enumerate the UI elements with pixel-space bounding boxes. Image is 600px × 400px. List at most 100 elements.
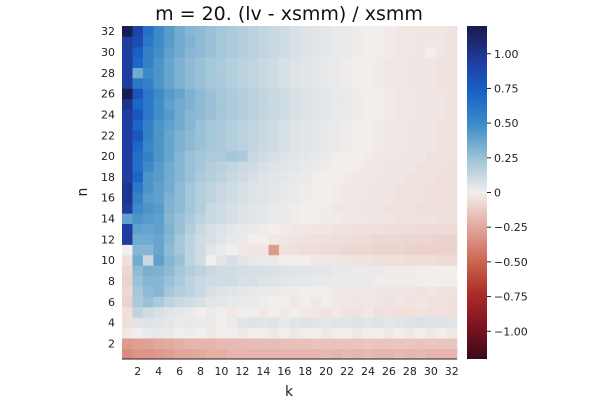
heatmap-cell — [195, 46, 207, 58]
heatmap-cell — [258, 202, 269, 214]
heatmap-cell — [258, 223, 269, 235]
heatmap-cell — [415, 296, 426, 308]
heatmap-cell — [446, 119, 458, 131]
heatmap-cell — [163, 213, 175, 225]
heatmap-cell — [373, 130, 385, 141]
heatmap-cell — [205, 265, 217, 277]
heatmap-cell — [404, 317, 416, 329]
heatmap-cell — [268, 78, 280, 89]
heatmap-cell — [299, 46, 311, 58]
heatmap-cell — [258, 244, 269, 256]
heatmap-cell — [289, 119, 301, 131]
heatmap-cell — [184, 286, 196, 297]
heatmap-cell — [216, 150, 227, 162]
heatmap-cell — [404, 161, 416, 172]
heatmap-cell — [299, 182, 311, 193]
heatmap-cell — [383, 234, 395, 245]
heatmap-cell — [216, 296, 227, 308]
heatmap-cell — [383, 78, 395, 89]
heatmap-cell — [425, 348, 437, 360]
heatmap-cell — [394, 88, 405, 100]
heatmap-cell — [122, 98, 133, 110]
heatmap-cell — [142, 223, 154, 235]
heatmap-cell — [268, 171, 280, 183]
heatmap-cell — [404, 130, 416, 141]
heatmap-cell — [268, 98, 280, 110]
heatmap-cell — [341, 150, 353, 162]
heatmap-cell — [394, 130, 405, 141]
heatmap-cell — [132, 213, 144, 225]
x-tick-label: 6 — [176, 365, 183, 378]
heatmap-cell — [195, 317, 207, 329]
heatmap-cell — [247, 213, 259, 225]
heatmap-cell — [289, 213, 301, 225]
heatmap-cell — [310, 130, 322, 141]
heatmap-cell — [341, 202, 353, 214]
heatmap-cell — [383, 306, 395, 318]
heatmap-cell — [247, 171, 259, 183]
heatmap-cell — [132, 317, 144, 329]
heatmap-cell — [258, 46, 269, 58]
heatmap-cell — [132, 150, 144, 162]
heatmap-cell — [268, 119, 280, 131]
heatmap-cell — [258, 130, 269, 141]
heatmap-cell — [373, 192, 385, 204]
heatmap-cell — [425, 26, 437, 37]
heatmap-cell — [341, 140, 353, 152]
heatmap-cell — [373, 119, 385, 131]
heatmap-cell — [184, 234, 196, 245]
heatmap-cell — [320, 57, 332, 68]
heatmap-cell — [237, 182, 248, 193]
heatmap-cell — [184, 223, 196, 235]
heatmap-cell — [299, 254, 311, 266]
heatmap-cell — [216, 119, 227, 131]
heatmap-cell — [446, 254, 458, 266]
heatmap-cell — [122, 306, 133, 318]
heatmap-cell — [268, 67, 280, 79]
y-tick-label: 4 — [108, 317, 115, 330]
heatmap-cell — [415, 244, 426, 256]
heatmap-cell — [142, 130, 154, 141]
heatmap-cell — [153, 296, 165, 308]
heatmap-cell — [184, 192, 196, 204]
heatmap-cell — [310, 348, 322, 360]
heatmap-cell — [299, 57, 311, 68]
heatmap-cell — [174, 171, 186, 183]
heatmap-cell — [216, 36, 227, 48]
heatmap-cell — [373, 254, 385, 266]
heatmap-cell — [415, 234, 426, 245]
heatmap-cell — [352, 223, 364, 235]
y-tick-label: 10 — [101, 254, 115, 267]
heatmap-cell — [184, 275, 196, 287]
heatmap-cell — [226, 296, 238, 308]
heatmap-cell — [289, 254, 301, 266]
heatmap-cell — [195, 171, 207, 183]
heatmap-cell — [247, 78, 259, 89]
heatmap-cell — [362, 46, 374, 58]
heatmap-cell — [195, 223, 207, 235]
heatmap-cell — [142, 78, 154, 89]
heatmap-cell — [163, 348, 175, 360]
heatmap-cell — [404, 36, 416, 48]
heatmap-cell — [362, 275, 374, 287]
heatmap-cell — [247, 306, 259, 318]
heatmap-cell — [279, 150, 290, 162]
heatmap-cell — [331, 150, 343, 162]
heatmap-cell — [404, 306, 416, 318]
heatmap-cell — [122, 171, 133, 183]
heatmap-cell — [341, 36, 353, 48]
heatmap-cell — [122, 265, 133, 277]
heatmap-cell — [341, 223, 353, 235]
heatmap-cell — [362, 161, 374, 172]
y-tick-label: 18 — [101, 171, 115, 184]
heatmap-cell — [415, 26, 426, 37]
heatmap-cell — [404, 57, 416, 68]
heatmap-cell — [362, 36, 374, 48]
x-tick-label: 8 — [197, 365, 204, 378]
heatmap-cell — [320, 317, 332, 329]
heatmap-cell — [205, 182, 217, 193]
colorbar — [467, 26, 487, 359]
heatmap-cell — [310, 57, 322, 68]
heatmap-cell — [237, 192, 248, 204]
heatmap-cell — [310, 36, 322, 48]
